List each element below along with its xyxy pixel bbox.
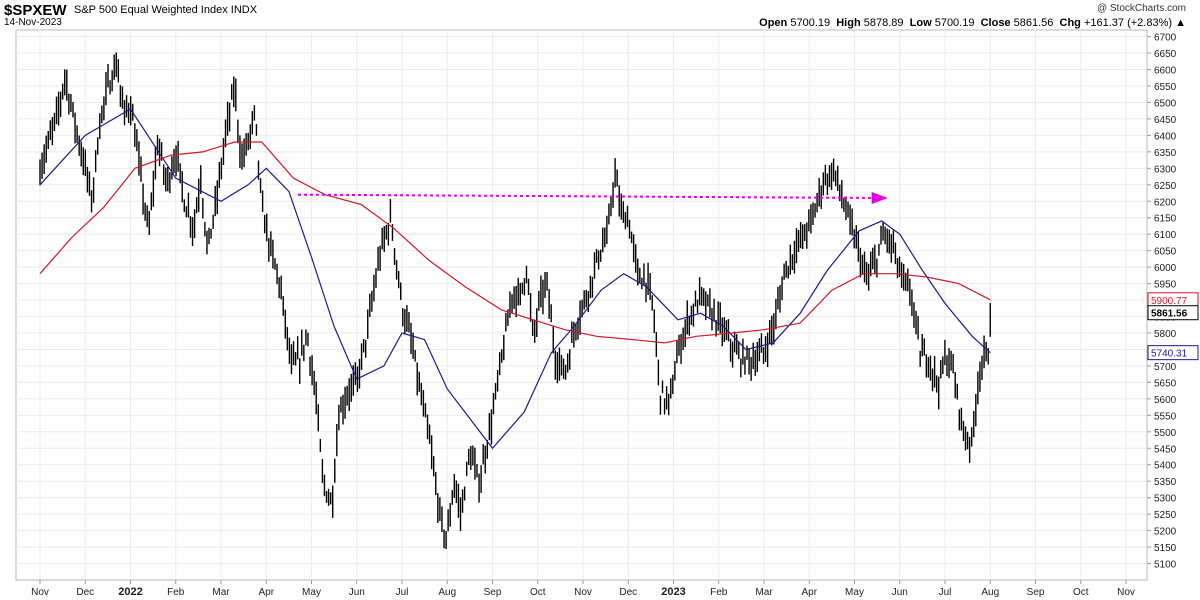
x-tick-label: Jul [939, 587, 952, 598]
x-tick-label: Mar [212, 587, 230, 598]
x-tick-label: Nov [574, 587, 592, 598]
x-tick-label: Oct [530, 587, 546, 598]
y-tick-label: 6150 [1154, 214, 1177, 225]
y-tick-label: 6300 [1154, 164, 1177, 175]
chart-header: $SPXEW S&P 500 Equal Weighted Index INDX… [0, 0, 1200, 32]
y-tick-label: 6450 [1154, 115, 1177, 126]
y-tick-label: 6650 [1154, 49, 1177, 60]
ohlc-readout: Open 5700.19 High 5878.89 Low 5700.19 Cl… [759, 17, 1186, 29]
y-tick-label: 6200 [1154, 197, 1177, 208]
x-tick-label: Nov [31, 587, 49, 598]
y-tick-label: 6050 [1154, 247, 1177, 258]
price-bars [39, 52, 991, 550]
y-tick-label: 6400 [1154, 131, 1177, 142]
index-title: S&P 500 Equal Weighted Index [74, 4, 228, 16]
x-tick-label: Nov [1117, 587, 1135, 598]
y-tick-label: 5400 [1154, 461, 1177, 472]
x-tick-label: May [302, 587, 321, 598]
last-value-label: 5900.77 [1151, 296, 1188, 307]
x-tick-label: May [845, 587, 864, 598]
y-tick-label: 5350 [1154, 477, 1177, 488]
x-tick-label: Jun [892, 587, 908, 598]
x-tick-label: Apr [258, 587, 274, 598]
chart-date: 14-Nov-2023 [4, 17, 62, 28]
y-tick-label: 5650 [1154, 378, 1177, 389]
y-tick-label: 5300 [1154, 494, 1177, 505]
x-tick-label: Jul [396, 587, 409, 598]
resistance-arrow-head [871, 191, 888, 204]
x-tick-label: Sep [1027, 587, 1045, 598]
y-tick-label: 5200 [1154, 527, 1177, 538]
up-arrow-icon: ▲ [1175, 17, 1186, 29]
exchange: INDX [230, 4, 258, 16]
y-tick-label: 5800 [1154, 329, 1177, 340]
low-label: Low [909, 17, 932, 29]
high-label: High [836, 17, 861, 29]
x-tick-label: Feb [710, 587, 728, 598]
y-tick-label: 6600 [1154, 66, 1177, 77]
x-tick-label: 2022 [118, 586, 142, 598]
low-value: 5700.19 [934, 17, 975, 29]
last-value-box [1147, 345, 1199, 361]
x-tick-label: 2023 [661, 586, 685, 598]
x-tick-label: Sep [484, 587, 502, 598]
x-tick-label: Dec [76, 587, 94, 598]
index-name: S&P 500 Equal Weighted Index INDX [74, 4, 257, 16]
y-tick-label: 5700 [1154, 362, 1177, 373]
x-tick-label: Oct [1073, 587, 1089, 598]
y-tick-label: 6700 [1154, 33, 1177, 44]
y-tick-label: 5450 [1154, 444, 1177, 455]
y-tick-label: 6100 [1154, 230, 1177, 241]
y-tick-label: 5150 [1154, 543, 1177, 554]
close-value: 5861.56 [1013, 17, 1054, 29]
x-tick-label: Jun [349, 587, 365, 598]
open-label: Open [759, 17, 788, 29]
last-value-box [1147, 305, 1199, 321]
y-tick-label: 6250 [1154, 181, 1177, 192]
open-value: 5700.19 [790, 17, 831, 29]
x-tick-label: Feb [167, 587, 185, 598]
chg-label: Chg [1059, 17, 1081, 29]
last-value-label: 5861.56 [1151, 309, 1188, 320]
x-tick-label: Aug [981, 587, 999, 598]
x-tick-label: Apr [801, 587, 817, 598]
symbol: $SPXEW [4, 2, 67, 19]
y-tick-label: 5100 [1154, 560, 1177, 571]
y-tick-label: 6000 [1154, 263, 1177, 274]
y-tick-label: 5550 [1154, 411, 1177, 422]
x-tick-label: Dec [619, 587, 637, 598]
y-tick-label: 5500 [1154, 428, 1177, 439]
y-tick-label: 5950 [1154, 280, 1177, 291]
chg-value: +161.37 (+2.83%) [1083, 17, 1173, 29]
y-tick-label: 5250 [1154, 510, 1177, 521]
x-tick-label: Aug [438, 587, 456, 598]
brand-watermark: @ StockCharts.com [1096, 3, 1186, 14]
y-tick-label: 6500 [1154, 98, 1177, 109]
sma200-line [39, 141, 991, 344]
high-value: 5878.89 [863, 17, 904, 29]
close-label: Close [980, 17, 1011, 29]
x-tick-label: Mar [755, 587, 773, 598]
y-tick-label: 6350 [1154, 148, 1177, 159]
y-tick-label: 5600 [1154, 395, 1177, 406]
last-value-label: 5740.31 [1151, 349, 1188, 360]
y-tick-label: 6550 [1154, 82, 1177, 93]
sma50-line [39, 108, 991, 450]
